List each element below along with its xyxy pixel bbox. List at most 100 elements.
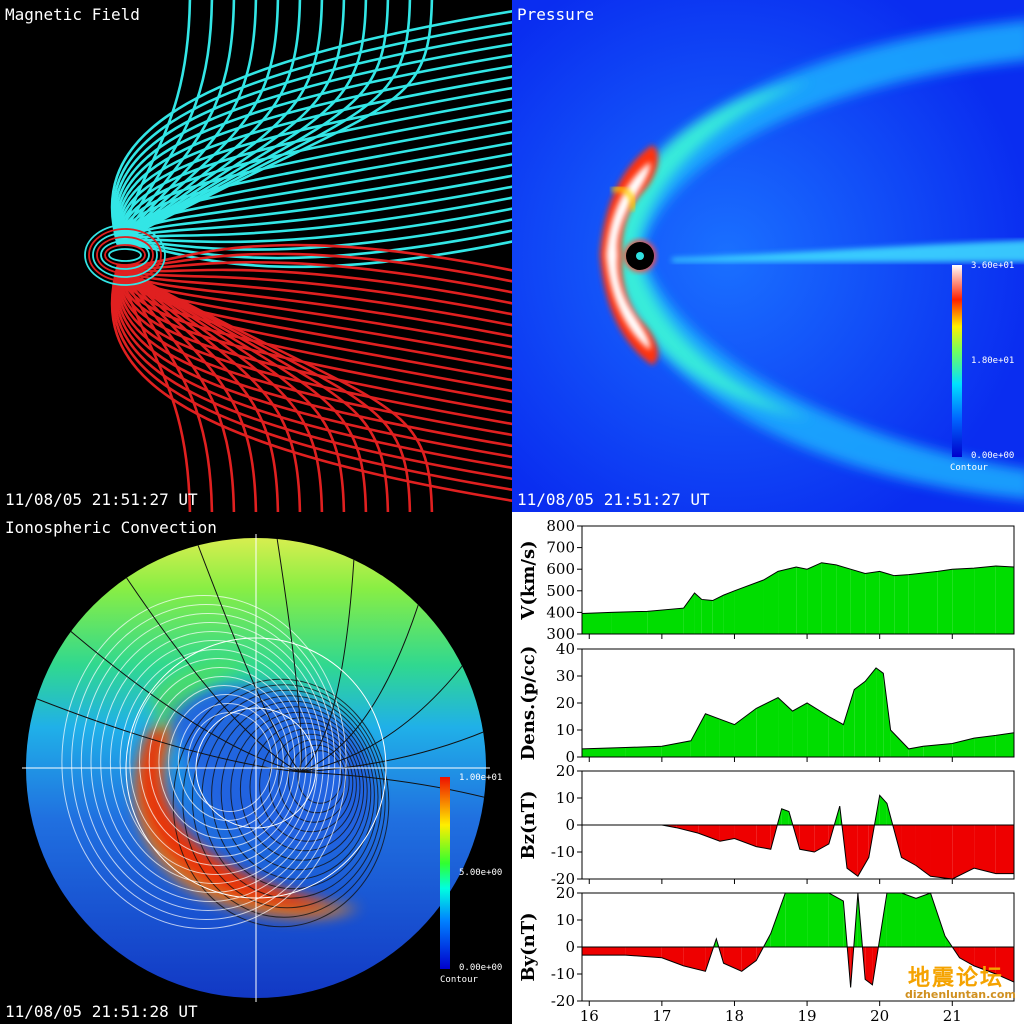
- x-tick-label: 21: [943, 1007, 962, 1024]
- area-negative: [952, 825, 975, 879]
- potential-contour-dawn: [139, 667, 301, 857]
- y-tick-label: -10: [551, 843, 575, 861]
- y-axis-label-dens: Dens.(p/cc): [518, 646, 539, 761]
- potential-contour-dusk: [249, 722, 361, 852]
- area-positive: [883, 673, 891, 757]
- field-line-south: [110, 264, 512, 502]
- earth-core: [636, 252, 644, 260]
- area-positive: [865, 667, 877, 757]
- area-positive: [582, 612, 612, 634]
- x-tick-label: 20: [870, 1007, 889, 1024]
- y-axis-label-v: V(km/s): [518, 540, 539, 620]
- potential-contour-dusk: [182, 684, 386, 918]
- area-negative: [661, 947, 684, 966]
- magnetic-field-plot: [84, 0, 512, 512]
- area-negative: [930, 825, 953, 879]
- area-negative: [698, 825, 720, 842]
- flow-line: [271, 538, 302, 773]
- potential-contour-dusk: [239, 717, 365, 861]
- area-positive: [796, 567, 808, 634]
- area-negative: [756, 825, 771, 850]
- ionosphere-colorbar: [440, 777, 450, 969]
- area-negative: [741, 947, 757, 972]
- area-positive: [821, 562, 837, 634]
- pressure-plot: [512, 0, 1024, 512]
- y-tick-label: 0: [565, 816, 575, 834]
- y-tick-label: 20: [556, 762, 575, 780]
- bow-shock-red: [600, 145, 658, 365]
- area-positive: [705, 713, 720, 757]
- area-positive: [778, 567, 797, 634]
- solar-wind-timeseries: 300 400 500 600 700 800 V(km/s) 0 10 20 30 40 Dens.(…: [518, 517, 1015, 1024]
- area-positive: [854, 681, 866, 757]
- series-line-v: [581, 562, 1015, 614]
- field-line-north-vertical: [117, 0, 412, 245]
- field-line-north-vertical: [117, 0, 368, 245]
- potential-contour-dawn: [100, 631, 324, 893]
- area-positive: [839, 806, 842, 825]
- potential-contour-dusk: [278, 739, 350, 823]
- subplot-by: -20 -10 0 10 20 By(nT): [518, 884, 1015, 1010]
- area-positive: [879, 795, 887, 825]
- y-tick-label: -10: [551, 965, 575, 983]
- field-line-south-vertical: [117, 265, 412, 512]
- area-positive: [843, 689, 855, 757]
- area-positive: [582, 747, 626, 757]
- field-line-north-vertical: [117, 0, 434, 245]
- area-positive: [807, 893, 829, 947]
- area-negative: [915, 825, 931, 877]
- area-negative: [625, 947, 662, 958]
- y-tick-label: -20: [551, 870, 575, 888]
- ionosphere-timestamp: 11/08/05 21:51:28 UT: [5, 1002, 198, 1021]
- series-line-by: [582, 892, 1015, 988]
- dipole-loop: [96, 236, 154, 274]
- potential-contour-dusk: [211, 700, 375, 890]
- potential-contour-dawn: [109, 640, 319, 884]
- area-positive: [974, 565, 996, 634]
- flow-line: [299, 538, 357, 773]
- area-negative: [974, 947, 996, 974]
- y-tick-label: 30: [556, 667, 575, 685]
- area-negative: [799, 825, 815, 852]
- area-positive: [763, 571, 779, 634]
- field-line-north-vertical: [116, 0, 214, 244]
- latitude-ring-outer: [125, 637, 387, 899]
- potential-contour-dusk: [191, 689, 383, 909]
- magnetic-field-timestamp: 11/08/05 21:51:27 UT: [5, 490, 198, 509]
- y-tick-label: 40: [556, 640, 575, 658]
- area-negative: [995, 825, 1014, 874]
- potential-contour-dusk: [268, 733, 354, 833]
- area-positive: [930, 893, 946, 947]
- sheath-inner: [607, 80, 812, 420]
- field-line-north-vertical: [117, 0, 390, 245]
- y-tick-label: 600: [546, 560, 575, 578]
- shock-yellow: [610, 186, 636, 211]
- y-tick-label: 700: [546, 539, 575, 557]
- field-line-south: [117, 260, 512, 294]
- field-line-south: [117, 264, 512, 327]
- dipole-loop: [104, 244, 146, 266]
- field-line-south: [117, 243, 512, 272]
- field-line-north-vertical: [117, 0, 258, 244]
- field-line-north-vertical: [117, 0, 346, 245]
- area-negative: [959, 947, 975, 966]
- area-positive: [952, 738, 975, 757]
- y-axis-label-by: By(nT): [518, 912, 539, 981]
- area-positive: [625, 746, 662, 757]
- y-tick-label: 800: [546, 517, 575, 535]
- field-line-south: [116, 264, 512, 415]
- area-positive: [923, 743, 953, 757]
- subplot-bz: -20 -10 0 10 20 Bz(nT): [518, 762, 1015, 888]
- area-positive: [788, 811, 793, 825]
- pressure-colorbar-mid: 1.80e+01: [971, 356, 1015, 366]
- area-positive: [865, 571, 880, 634]
- field-line-north-vertical: [117, 0, 280, 244]
- area-positive: [647, 608, 684, 634]
- dipole-loop: [100, 240, 150, 270]
- pressure-colorbar-max: 3.60e+01: [971, 261, 1015, 271]
- area-negative: [995, 947, 1014, 983]
- area-positive: [781, 808, 789, 825]
- area-positive: [701, 599, 713, 634]
- field-line-south: [112, 264, 512, 492]
